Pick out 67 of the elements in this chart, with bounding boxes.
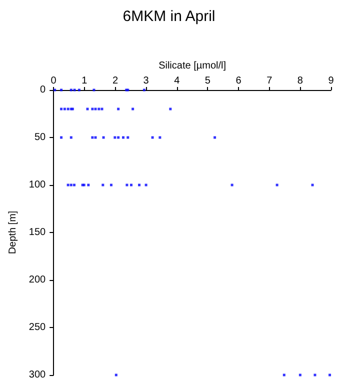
y-tick-label: 300 — [28, 370, 46, 380]
point — [102, 136, 105, 139]
point — [86, 108, 89, 110]
point — [138, 184, 141, 186]
point — [144, 184, 148, 186]
x-tick-label: 2 — [112, 76, 118, 86]
point — [60, 136, 63, 139]
point — [91, 136, 94, 139]
point — [70, 88, 72, 92]
point — [63, 108, 66, 110]
x-tick-label: 5 — [204, 76, 211, 86]
x-tick-label: 4 — [174, 76, 180, 86]
point — [66, 184, 70, 186]
point — [70, 184, 72, 186]
point — [72, 184, 76, 186]
point — [126, 136, 130, 139]
point — [158, 136, 162, 139]
point — [73, 88, 76, 92]
point — [126, 184, 128, 186]
x-tick-label: 7 — [266, 76, 273, 86]
point — [94, 136, 97, 139]
point — [311, 184, 314, 186]
point — [60, 88, 63, 92]
point — [70, 136, 72, 139]
point — [276, 184, 278, 186]
y-tick-label: 50 — [34, 132, 46, 143]
point — [100, 108, 104, 110]
point — [114, 374, 118, 376]
point — [110, 184, 112, 186]
x-axis-title: Silicate [µmol/l] — [158, 60, 226, 72]
point — [98, 108, 100, 110]
x-tick-label: 9 — [328, 76, 334, 86]
point — [60, 108, 63, 110]
point — [122, 136, 124, 139]
point — [132, 108, 134, 110]
point — [169, 108, 172, 110]
y-tick-label: 150 — [28, 227, 46, 238]
y-tick-label: 100 — [28, 180, 46, 190]
x-tick-label: 0 — [50, 76, 57, 86]
y-tick-label: 200 — [28, 274, 46, 286]
point — [214, 136, 216, 139]
y-tick-label: 0 — [40, 84, 46, 96]
point — [314, 374, 316, 376]
point — [230, 184, 234, 186]
point — [117, 108, 120, 110]
point — [87, 184, 90, 186]
point — [91, 108, 94, 110]
point — [117, 136, 120, 139]
point — [151, 136, 154, 139]
point — [66, 108, 70, 110]
x-tick-label: 6 — [236, 76, 242, 86]
point — [114, 136, 116, 139]
point — [142, 88, 146, 92]
point — [298, 374, 302, 376]
point — [102, 184, 104, 186]
point — [328, 374, 332, 376]
point — [282, 374, 286, 376]
point — [92, 88, 96, 92]
y-tick-label: 250 — [28, 322, 46, 333]
chart-title: 6MKM in April — [122, 8, 216, 25]
x-tick-label: 8 — [297, 76, 304, 86]
y-axis-title: Depth [m] — [8, 210, 18, 254]
x-tick-label: 3 — [143, 76, 150, 86]
x-tick-label: 1 — [82, 76, 88, 86]
point — [78, 88, 80, 92]
point — [130, 184, 133, 186]
point — [94, 108, 97, 110]
